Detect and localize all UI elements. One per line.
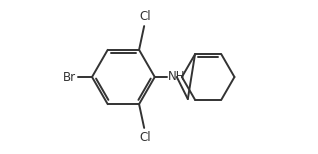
Text: Cl: Cl	[139, 131, 151, 144]
Text: Cl: Cl	[139, 10, 151, 23]
Text: Br: Br	[63, 71, 76, 83]
Text: NH: NH	[168, 70, 185, 83]
